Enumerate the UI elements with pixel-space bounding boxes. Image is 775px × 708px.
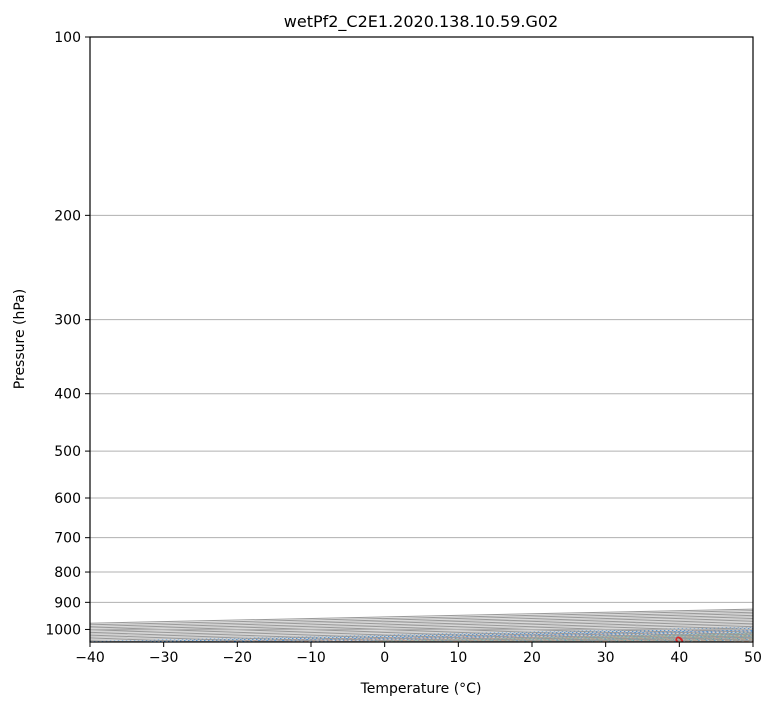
isotherm-line — [90, 619, 753, 635]
isotherm-line — [90, 622, 753, 638]
isotherm-line — [163, 628, 753, 642]
x-tick-label: −30 — [149, 650, 179, 666]
isotherm-line — [90, 625, 753, 641]
y-tick-label: 400 — [54, 387, 81, 403]
x-tick-label: 50 — [744, 650, 762, 666]
y-tick-label: 300 — [54, 313, 81, 329]
isotherm-lines — [90, 608, 753, 642]
y-tick-label: 800 — [54, 565, 81, 581]
dry-adiabat — [636, 638, 753, 642]
y-tick-label: 700 — [54, 531, 81, 547]
moist-adiabat — [509, 636, 753, 642]
y-tick-label: 900 — [54, 595, 81, 611]
dry-adiabat — [188, 628, 753, 642]
isotherm-line — [237, 630, 753, 642]
isotherm-line — [90, 624, 753, 640]
isobar-gridlines — [90, 37, 753, 630]
y-tick-label: 200 — [54, 208, 81, 224]
moist-adiabat — [332, 632, 753, 642]
isotherm-line — [90, 614, 753, 630]
x-tick-label: 0 — [380, 650, 389, 666]
y-axis-label: Pressure (hPa) — [12, 289, 28, 389]
plot-area: 0.10.20.40.611.52346810131620253036-100-… — [90, 37, 753, 653]
moist-adiabat — [580, 637, 753, 642]
moist-adiabat — [473, 635, 753, 642]
isotherm-line — [458, 635, 753, 642]
dry-adiabat — [711, 640, 753, 642]
x-tick-label: −20 — [223, 650, 253, 666]
y-tick-label: 600 — [54, 491, 81, 507]
dry-adiabat — [263, 630, 753, 642]
y-tick-label: 100 — [54, 30, 81, 46]
y-tick-label: 1000 — [45, 622, 81, 638]
dry-adiabats — [188, 628, 753, 642]
moist-adiabat — [652, 639, 753, 642]
isotherm-line — [310, 632, 753, 642]
moist-adiabat — [403, 633, 753, 642]
isotherm-line — [90, 627, 753, 642]
axis-ticks: −40 −30 −20 −10 0 10 20 30 40 50 100 200 300 400 500 60… — [45, 30, 762, 666]
isotherm-line — [90, 613, 753, 629]
chart-title: wetPf2_C2E1.2020.138.10.59.G02 — [284, 12, 558, 32]
isotherm-line — [90, 617, 753, 634]
mixing-ratio-line — [326, 632, 753, 642]
x-tick-label: 20 — [523, 650, 541, 666]
isotherm-line — [605, 638, 753, 642]
isotherm-line — [90, 621, 753, 637]
moist-adiabat — [544, 637, 753, 642]
x-tick-label: −10 — [296, 650, 326, 666]
dry-adiabat — [412, 633, 753, 642]
dry-adiabat — [487, 635, 753, 642]
dry-adiabat — [338, 632, 753, 642]
line-labels: 0.10.20.40.611.52346810131620253036-100-… — [667, 633, 687, 653]
isotherm-line — [90, 611, 753, 627]
moist-adiabats — [332, 632, 753, 642]
x-tick-label: −40 — [75, 650, 105, 666]
moist-adiabat — [616, 638, 753, 642]
isotherm-line — [90, 610, 753, 626]
isotherm-line — [384, 633, 753, 642]
isotherm-line — [90, 616, 753, 632]
x-axis-label: Temperature (°C) — [360, 681, 482, 697]
plot-frame — [89, 36, 754, 643]
x-tick-label: 10 — [449, 650, 467, 666]
x-tick-label: 30 — [597, 650, 615, 666]
isotherm-label: 40 — [667, 633, 687, 653]
moist-adiabat — [689, 640, 753, 642]
moist-adiabat — [367, 633, 753, 642]
isotherm-line — [90, 608, 753, 624]
x-tick-label: 40 — [670, 650, 688, 666]
dry-adiabat — [562, 637, 753, 642]
isotherm-line — [752, 641, 753, 642]
isotherm-line — [531, 636, 753, 642]
moist-adiabat — [438, 634, 753, 642]
isotherm-line — [679, 639, 753, 642]
y-tick-label: 500 — [54, 444, 81, 460]
